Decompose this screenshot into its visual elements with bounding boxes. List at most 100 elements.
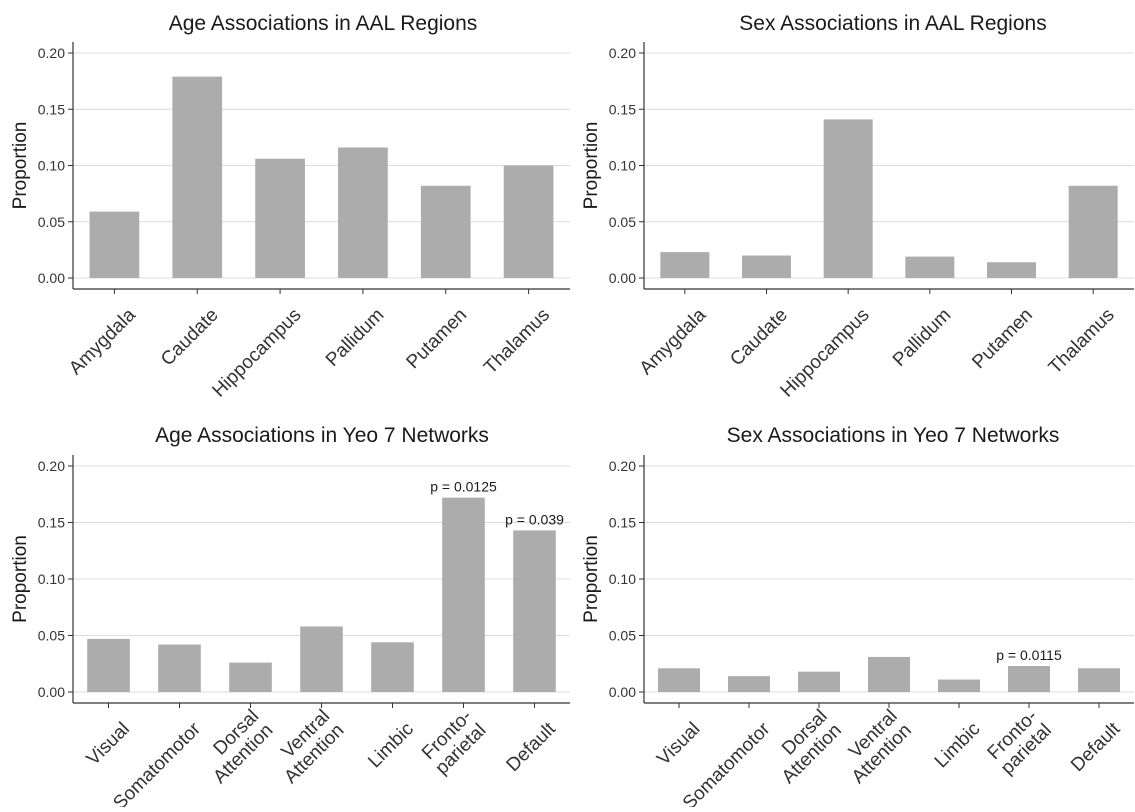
y-tick-label: 0.10 — [38, 571, 65, 587]
y-tick-label: 0.10 — [609, 158, 636, 174]
x-tick-label-line: Amygdala — [65, 304, 140, 379]
bar — [798, 671, 840, 692]
x-tick-label: Hippocampus — [209, 305, 306, 402]
x-tick-label: DorsalAttention — [195, 706, 277, 788]
bar — [1068, 185, 1118, 278]
bar — [728, 676, 770, 692]
bar — [742, 255, 791, 278]
bar — [172, 76, 223, 278]
bar — [89, 211, 140, 278]
bar — [338, 147, 388, 278]
y-axis-label: Proportion — [581, 122, 602, 210]
bar — [987, 262, 1036, 278]
y-tick-label: 0.20 — [609, 458, 636, 474]
bar — [658, 668, 700, 692]
bar — [229, 662, 272, 692]
bar — [938, 679, 980, 692]
chart-title: Age Associations in AAL Regions — [169, 12, 478, 35]
y-tick-label: 0.15 — [38, 101, 65, 117]
x-tick-label: Putamen — [968, 305, 1037, 374]
x-tick-label-line: Putamen — [968, 305, 1037, 374]
bar — [371, 642, 414, 692]
x-tick-label: Amygdala — [65, 304, 140, 379]
y-tick-label: 0.20 — [38, 45, 65, 61]
bar — [1008, 666, 1050, 692]
y-tick-label: 0.00 — [609, 270, 636, 286]
bar — [255, 158, 305, 278]
bar — [513, 530, 556, 692]
y-tick-label: 0.00 — [38, 684, 65, 700]
x-tick-label-line: Caudate — [726, 305, 792, 371]
x-tick-label-line: Pallidum — [889, 305, 955, 371]
x-tick-label: Fronto-parietal — [983, 706, 1056, 779]
y-tick-label: 0.15 — [38, 515, 65, 531]
x-tick-label: Fronto-parietal — [417, 706, 490, 779]
x-tick-label: Pallidum — [322, 305, 388, 371]
y-tick-label: 0.10 — [609, 571, 636, 587]
x-tick-label-line: Putamen — [403, 305, 472, 374]
chart-title: Age Associations in Yeo 7 Networks — [155, 424, 489, 447]
bar — [87, 638, 130, 692]
chart-title: Sex Associations in AAL Regions — [739, 12, 1046, 35]
x-tick-label: DorsalAttention — [764, 706, 846, 788]
y-axis-label: Proportion — [10, 122, 31, 210]
x-tick-label-line: Visual — [83, 719, 134, 770]
y-tick-label: 0.05 — [609, 628, 636, 644]
x-tick-label-line: Caudate — [157, 305, 223, 371]
bar — [823, 119, 873, 278]
bar — [660, 252, 710, 278]
x-tick-label: Thalamus — [1045, 305, 1119, 379]
bar — [868, 656, 910, 692]
x-tick-label-line: Amygdala — [636, 304, 711, 379]
x-tick-label: Limbic — [931, 719, 985, 773]
x-tick-label-line: Hippocampus — [209, 305, 306, 402]
x-tick-label-line: Thalamus — [480, 305, 554, 379]
y-axis-label: Proportion — [581, 535, 602, 623]
y-tick-label: 0.05 — [609, 214, 636, 230]
bar — [442, 497, 485, 692]
bar — [420, 185, 471, 278]
x-tick-label: Limbic — [364, 719, 418, 773]
x-tick-label-line: Thalamus — [1045, 305, 1119, 379]
y-tick-label: 0.05 — [38, 214, 65, 230]
x-tick-label: Thalamus — [480, 305, 554, 379]
x-tick-label: Visual — [653, 719, 704, 770]
y-tick-label: 0.10 — [38, 158, 65, 174]
x-tick-label-line: Default — [503, 718, 561, 776]
x-tick-label: VentralAttention — [834, 706, 916, 788]
p-value-annotation: p = 0.0125 — [430, 479, 497, 495]
bar — [1078, 668, 1120, 692]
y-tick-label: 0.20 — [609, 45, 636, 61]
x-tick-label: Default — [1067, 718, 1125, 776]
x-tick-label: Caudate — [157, 305, 223, 371]
p-value-annotation: p = 0.0115 — [996, 647, 1062, 663]
x-tick-label-line: Pallidum — [322, 305, 388, 371]
y-tick-label: 0.00 — [609, 684, 636, 700]
x-tick-label: Amygdala — [636, 304, 711, 379]
x-tick-label-line: Limbic — [931, 719, 985, 773]
x-tick-label-line: Limbic — [364, 719, 418, 773]
x-tick-label: Default — [503, 718, 561, 776]
chart-title: Sex Associations in Yeo 7 Networks — [727, 424, 1060, 447]
x-tick-label: Pallidum — [889, 305, 955, 371]
x-tick-label: Putamen — [403, 305, 472, 374]
x-tick-label: Caudate — [726, 305, 792, 371]
y-tick-label: 0.15 — [609, 101, 636, 117]
x-tick-label: VentralAttention — [266, 706, 348, 788]
bar — [905, 256, 955, 278]
x-tick-label: Visual — [83, 719, 134, 770]
y-axis-label: Proportion — [10, 535, 31, 623]
y-tick-label: 0.05 — [38, 628, 65, 644]
bar — [300, 626, 343, 692]
chart-panel-1: 0.00 0.05 0.10 0.15 0.20 Amygdala CaudateHippo… — [10, 12, 570, 402]
y-tick-label: 0.20 — [38, 458, 65, 474]
x-tick-label-line: Visual — [653, 719, 704, 770]
bar — [158, 644, 201, 692]
y-tick-label: 0.00 — [38, 270, 65, 286]
bar — [503, 165, 554, 278]
